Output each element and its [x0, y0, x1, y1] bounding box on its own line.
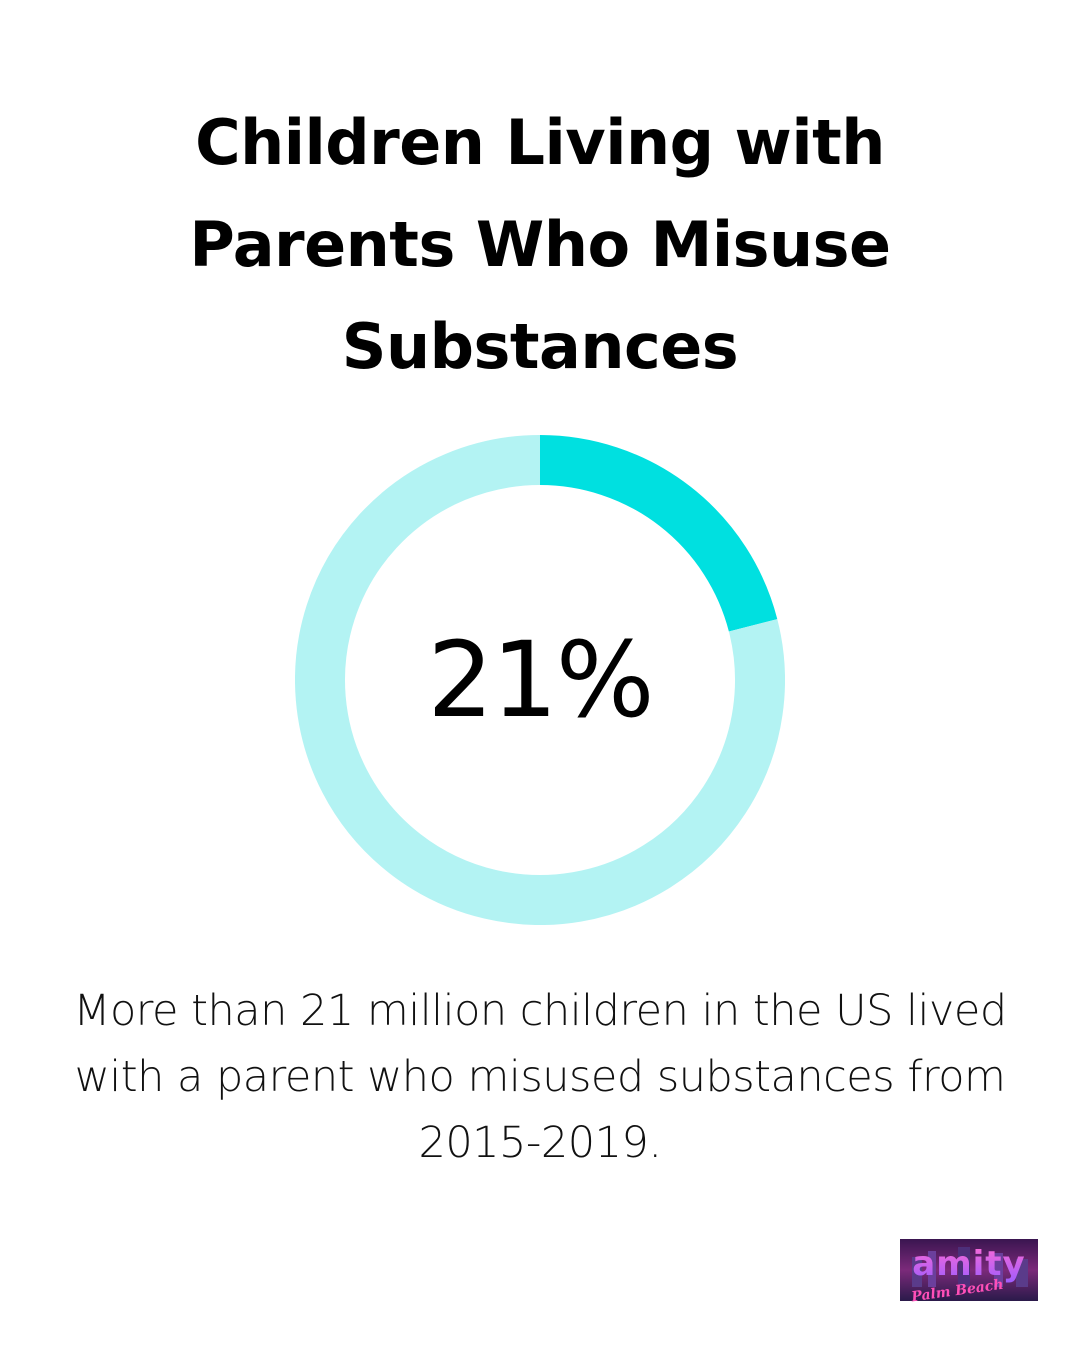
donut-slice-remainder — [295, 435, 785, 925]
donut-chart: 21% — [295, 435, 785, 925]
donut-chart-svg — [295, 435, 785, 925]
amity-logo: amity Palm Beach — [898, 1233, 1040, 1305]
page-title: Children Living with Parents Who Misuse … — [90, 92, 990, 398]
center-value-label: 21% — [427, 619, 654, 741]
caption-text: More than 21 million children in the US … — [73, 986, 1007, 1168]
amity-logo-graphic: amity Palm Beach — [900, 1239, 1038, 1305]
logo-wordmark: amity — [912, 1244, 1025, 1284]
title-line-2: Parents Who Misuse — [189, 208, 891, 281]
donut-slice-value — [539, 435, 778, 632]
title-line-3: Substances — [341, 310, 739, 383]
title-line-1: Children Living with — [195, 106, 885, 179]
